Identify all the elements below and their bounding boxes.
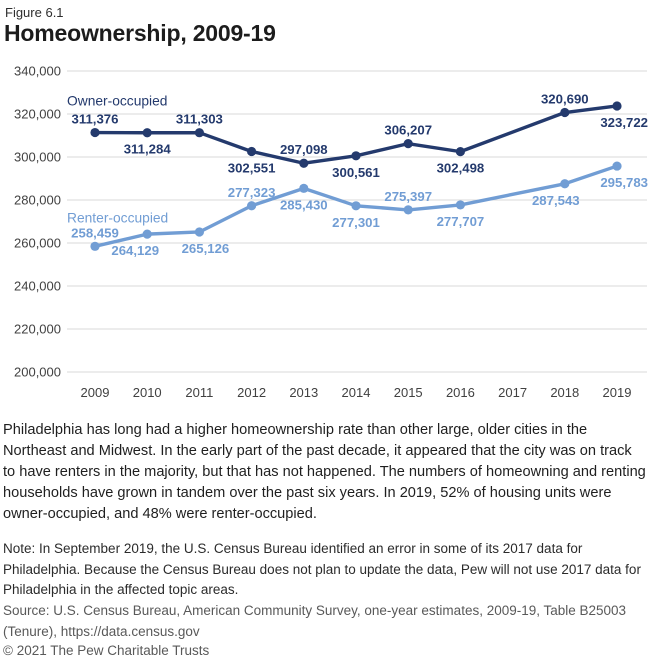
y-tick-label: 280,000 bbox=[14, 193, 61, 208]
data-point bbox=[351, 201, 361, 211]
x-tick-label: 2015 bbox=[394, 385, 423, 400]
x-tick-label: 2016 bbox=[446, 385, 475, 400]
data-point bbox=[142, 229, 152, 239]
data-label: 306,207 bbox=[384, 123, 432, 138]
data-label: 265,126 bbox=[182, 241, 230, 256]
data-label: 311,376 bbox=[72, 112, 119, 127]
data-label: 311,284 bbox=[124, 142, 172, 157]
data-label: 302,551 bbox=[228, 161, 276, 176]
x-tick-label: 2010 bbox=[133, 385, 162, 400]
data-point bbox=[194, 227, 204, 237]
description-text: Philadelphia has long had a higher homeo… bbox=[3, 422, 646, 522]
data-point bbox=[194, 128, 204, 138]
data-point bbox=[351, 151, 361, 161]
data-label: 277,301 bbox=[332, 215, 380, 230]
data-point bbox=[299, 183, 309, 193]
y-tick-label: 220,000 bbox=[14, 322, 61, 337]
x-tick-label: 2012 bbox=[237, 385, 266, 400]
data-label: 300,561 bbox=[332, 165, 380, 180]
series-line bbox=[93, 104, 619, 165]
y-tick-label: 300,000 bbox=[14, 150, 61, 165]
x-tick-label: 2018 bbox=[550, 385, 579, 400]
data-point bbox=[612, 101, 622, 111]
data-label: 302,498 bbox=[437, 161, 485, 176]
data-label: 323,722 bbox=[600, 115, 648, 130]
data-label: 287,543 bbox=[532, 193, 580, 208]
series-name-label: Renter-occupied bbox=[67, 210, 168, 225]
data-point bbox=[403, 205, 413, 215]
series-line bbox=[93, 164, 619, 249]
copyright-text: © 2021 The Pew Charitable Trusts bbox=[3, 643, 210, 658]
x-tick-label: 2009 bbox=[81, 385, 110, 400]
data-point bbox=[90, 241, 100, 251]
data-point bbox=[403, 139, 413, 149]
figure-label: Figure 6.1 bbox=[5, 5, 64, 20]
y-tick-label: 240,000 bbox=[14, 279, 61, 294]
y-tick-label: 340,000 bbox=[14, 64, 61, 79]
data-point bbox=[142, 128, 152, 138]
data-point bbox=[247, 146, 257, 157]
data-label: 264,129 bbox=[111, 243, 159, 258]
data-point bbox=[560, 107, 570, 118]
data-label: 258,459 bbox=[71, 225, 119, 240]
y-tick-label: 320,000 bbox=[14, 107, 61, 122]
data-point bbox=[612, 161, 622, 171]
data-label: 311,303 bbox=[176, 112, 223, 127]
y-tick-label: 200,000 bbox=[14, 365, 61, 380]
note-text: Note: In September 2019, the U.S. Census… bbox=[3, 541, 641, 597]
data-label: 295,783 bbox=[600, 175, 648, 190]
chart-title: Homeownership, 2009-19 bbox=[4, 20, 276, 46]
data-point bbox=[90, 127, 100, 138]
x-tick-label: 2019 bbox=[603, 385, 632, 400]
x-tick-label: 2011 bbox=[185, 385, 213, 400]
homeownership-line-chart: 200,000 220,000 240,000 260,000 280,000 300,0… bbox=[14, 64, 648, 401]
x-tick-label: 2017 bbox=[498, 385, 527, 400]
data-point bbox=[560, 179, 570, 189]
data-label: 297,098 bbox=[280, 142, 328, 157]
data-point bbox=[455, 200, 465, 210]
source-text: Source: U.S. Census Bureau, American Com… bbox=[3, 603, 627, 639]
series-name-label: Owner-occupied bbox=[67, 94, 167, 109]
data-point bbox=[455, 147, 465, 157]
x-tick-label: 2013 bbox=[289, 385, 318, 400]
data-label: 320,690 bbox=[541, 92, 589, 107]
x-tick-label: 2014 bbox=[342, 385, 371, 400]
data-label: 285,430 bbox=[280, 197, 328, 212]
data-label: 277,707 bbox=[437, 214, 485, 229]
data-point bbox=[299, 158, 309, 168]
data-label: 277,323 bbox=[228, 185, 276, 200]
data-point bbox=[247, 201, 257, 211]
data-label: 275,397 bbox=[384, 189, 432, 204]
y-tick-label: 260,000 bbox=[14, 236, 61, 251]
